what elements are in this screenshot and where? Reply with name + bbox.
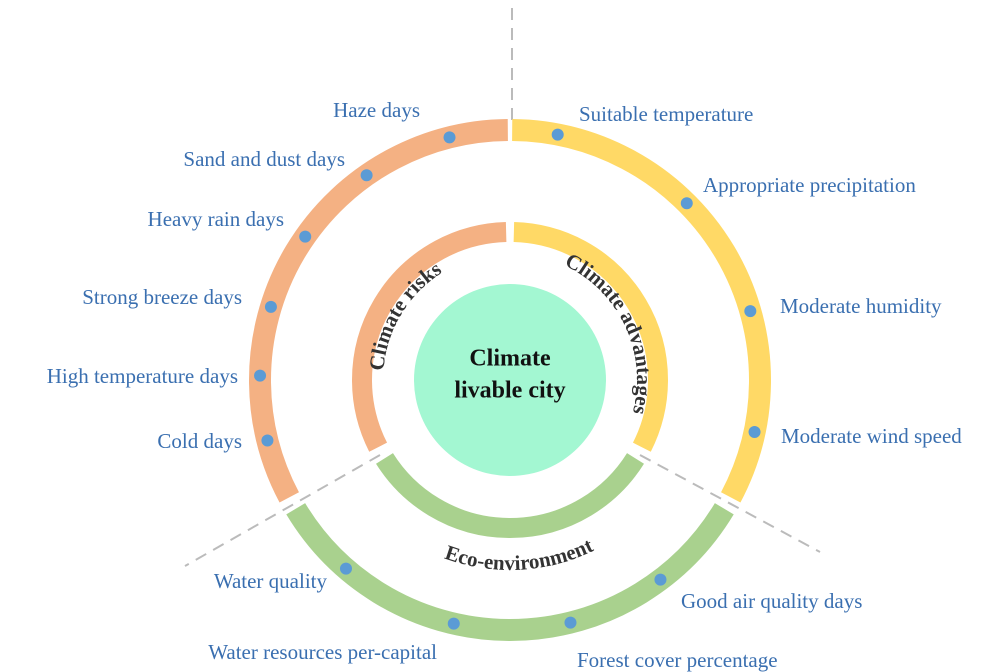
indicator-label: Water resources per-capital — [208, 640, 437, 664]
inner-ring-segment — [376, 453, 644, 538]
indicator-dot — [264, 300, 277, 313]
indicator-dot — [447, 617, 460, 630]
divider — [639, 454, 821, 553]
indicator-label: Haze days — [333, 98, 420, 122]
indicator-label: Appropriate precipitation — [703, 173, 916, 197]
indicator-label: Strong breeze days — [82, 285, 242, 309]
indicator-dot — [299, 230, 312, 243]
indicator-label: Cold days — [157, 429, 242, 453]
divider — [184, 454, 381, 567]
indicator-dot — [360, 169, 373, 182]
indicator-dot — [339, 562, 352, 575]
indicator-dot — [261, 434, 274, 447]
indicator-dot — [551, 128, 564, 141]
indicator-dot — [564, 616, 577, 629]
inner-ring-segment — [352, 222, 507, 452]
indicator-dot — [680, 197, 693, 210]
indicator-label: Moderate humidity — [780, 294, 942, 318]
indicator-dot — [654, 573, 667, 586]
center-label: livable city — [454, 378, 565, 404]
indicator-label: Heavy rain days — [148, 207, 284, 231]
inner-ring-segment — [513, 222, 668, 452]
outer-ring-segment — [512, 119, 771, 503]
center-circle — [414, 284, 606, 476]
indicator-label: High temperature days — [47, 364, 238, 388]
indicator-label: Water quality — [214, 569, 328, 593]
indicator-dot — [748, 425, 761, 438]
outer-ring-segment — [249, 119, 508, 503]
indicator-label: Forest cover percentage — [577, 648, 778, 672]
segment-title-text: Eco-environment — [442, 533, 596, 575]
indicator-dot — [254, 369, 267, 382]
indicator-dot — [443, 131, 456, 144]
indicator-label: Moderate wind speed — [781, 424, 962, 448]
indicator-label: Good air quality days — [681, 589, 862, 613]
center-label: Climate — [469, 346, 551, 372]
indicator-dot — [744, 305, 757, 318]
indicator-label: Suitable temperature — [579, 102, 753, 126]
segment-title: Eco-environment — [442, 533, 596, 575]
indicator-label: Sand and dust days — [183, 147, 345, 171]
